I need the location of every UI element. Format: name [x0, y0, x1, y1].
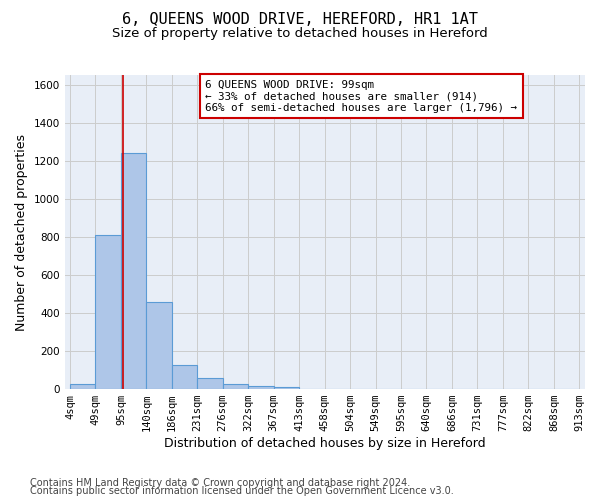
Text: Contains HM Land Registry data © Crown copyright and database right 2024.: Contains HM Land Registry data © Crown c…	[30, 478, 410, 488]
Bar	[248, 386, 274, 389]
Text: 6, QUEENS WOOD DRIVE, HEREFORD, HR1 1AT: 6, QUEENS WOOD DRIVE, HEREFORD, HR1 1AT	[122, 12, 478, 28]
Bar	[172, 366, 197, 389]
Bar	[121, 153, 146, 389]
Bar	[223, 384, 248, 389]
Bar	[146, 302, 172, 389]
Text: 6 QUEENS WOOD DRIVE: 99sqm
← 33% of detached houses are smaller (914)
66% of sem: 6 QUEENS WOOD DRIVE: 99sqm ← 33% of deta…	[205, 80, 517, 113]
Bar	[95, 235, 121, 389]
Y-axis label: Number of detached properties: Number of detached properties	[15, 134, 28, 330]
Bar	[274, 387, 299, 389]
Text: Contains public sector information licensed under the Open Government Licence v3: Contains public sector information licen…	[30, 486, 454, 496]
Text: Size of property relative to detached houses in Hereford: Size of property relative to detached ho…	[112, 28, 488, 40]
Bar	[70, 384, 95, 389]
Bar	[197, 378, 223, 389]
X-axis label: Distribution of detached houses by size in Hereford: Distribution of detached houses by size …	[164, 437, 485, 450]
